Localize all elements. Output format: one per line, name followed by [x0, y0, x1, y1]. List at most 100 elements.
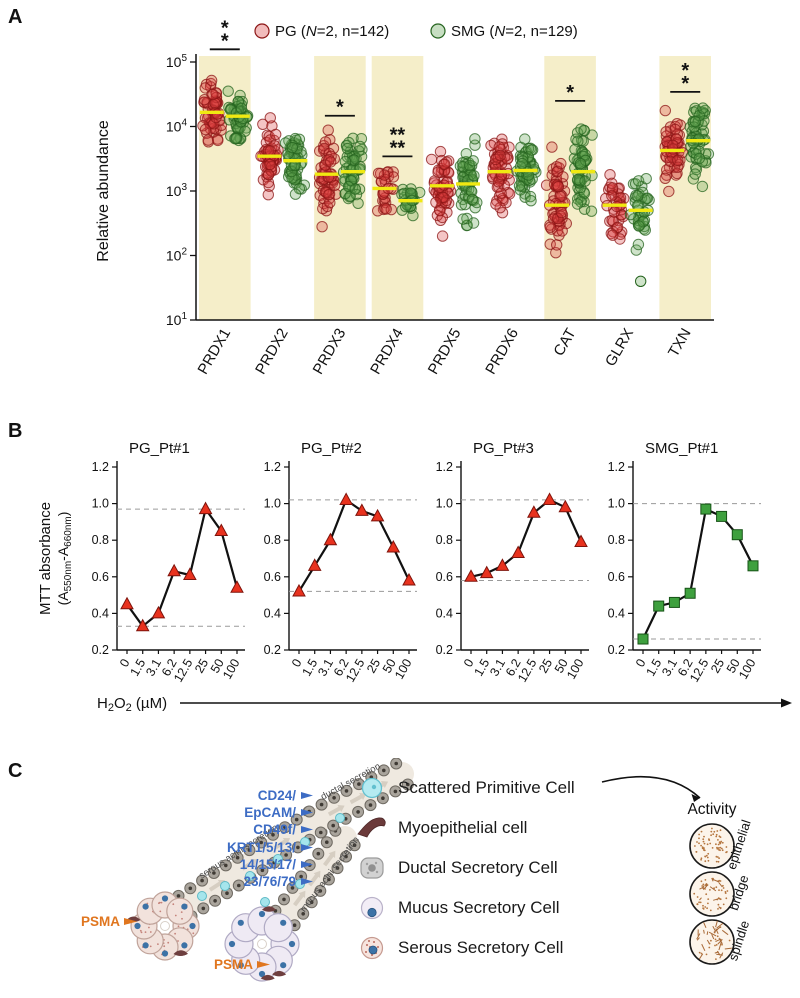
texture-line: [702, 885, 705, 889]
stipple-dot: [144, 931, 147, 933]
activity-circle: [689, 823, 735, 869]
x-tick-label: 25: [536, 656, 555, 675]
data-point: [525, 144, 538, 156]
texture-line: [717, 939, 723, 945]
x-tick-label: GLRX: [602, 326, 637, 370]
subplot-title: SMG_Pt#1: [645, 440, 718, 457]
data-point: [524, 190, 537, 203]
duct-cell-nucleus: [296, 845, 300, 850]
data-point: [525, 195, 537, 207]
x-tick-label: 25: [192, 656, 211, 675]
acinus-lumen: [257, 939, 267, 949]
data-point: [493, 141, 505, 153]
duct-cell-nucleus: [319, 830, 323, 835]
data-point: [490, 198, 502, 210]
primitive-cell: [220, 881, 230, 891]
texture-dot: [719, 898, 722, 901]
y-tick-label: 0.8: [436, 533, 453, 547]
texture-dot: [717, 908, 719, 910]
primitive-cell: [273, 854, 283, 864]
mucus-acinar-cell: [263, 913, 293, 943]
texture-dot: [700, 857, 703, 860]
stipple-dot: [140, 931, 143, 934]
texture-dot: [725, 846, 728, 848]
data-line: [298, 498, 410, 592]
data-point: [202, 134, 214, 146]
sig-stars: *: [221, 17, 229, 39]
texture-line: [714, 951, 719, 954]
texture-dot: [718, 857, 720, 860]
duct-cell-nucleus: [318, 889, 323, 893]
data-point: [469, 133, 481, 145]
myoepithelial-cell-icon: [357, 817, 386, 838]
y-tick-label: 1.0: [92, 497, 109, 511]
texture-line: [701, 943, 706, 952]
duct-cell-nucleus: [292, 923, 297, 927]
y-tick-label: 0.2: [264, 643, 281, 657]
secretion-flow-arrow: [273, 838, 288, 850]
duct-cell-nucleus: [247, 848, 252, 852]
cell-nucleus: [142, 903, 149, 910]
texture-dot: [703, 842, 706, 845]
panel-c-label: C: [8, 760, 23, 782]
cell-nucleus: [288, 940, 296, 948]
data-point: [606, 190, 618, 202]
texture-dot: [708, 946, 711, 949]
duct-cell-nucleus: [393, 789, 398, 794]
secretion-flow-arrowhead: [380, 781, 389, 789]
cell-nucleus: [134, 922, 141, 930]
data-point: [633, 220, 645, 232]
data-point: [693, 152, 705, 165]
texture-line: [705, 883, 708, 887]
data-point: [485, 139, 497, 152]
texture-dot: [718, 889, 720, 891]
surface-marker-label: KRT1/5/13/: [227, 840, 296, 855]
data-line: [642, 507, 754, 640]
texture-line: [712, 925, 717, 932]
texture-dot: [704, 906, 707, 908]
texture-dot: [716, 830, 719, 832]
duct-cell-nucleus: [225, 891, 229, 895]
legend-item-label: Serous Secretory Cell: [398, 938, 563, 957]
texture-dot: [707, 852, 710, 855]
sig-stars: *: [221, 30, 229, 52]
texture-line: [718, 937, 723, 945]
stipple-dot: [174, 932, 177, 935]
data-point: [516, 157, 528, 170]
texture-dot: [719, 842, 721, 845]
x-tick-label: 50: [208, 656, 227, 675]
subplot-title: PG_Pt#1: [129, 440, 190, 457]
texture-dot: [722, 887, 725, 889]
texture-dot: [717, 847, 720, 849]
legend-item-label: Scattered Primitive Cell: [398, 778, 575, 797]
data-point: [467, 155, 479, 167]
data-point: [380, 203, 392, 215]
texture-dot: [703, 849, 706, 852]
texture-dot: [719, 829, 722, 832]
texture-dot: [715, 886, 718, 889]
texture-dot: [707, 902, 709, 905]
icon-nucleus: [368, 945, 378, 955]
y-tick-label: 1.2: [264, 460, 281, 474]
legend-marker: [254, 23, 270, 39]
data-point: [669, 123, 681, 136]
y-axis-label: Relative abundance: [95, 120, 112, 262]
data-point: [443, 167, 455, 179]
surface-marker-label: 14/15/17/: [240, 857, 297, 872]
icon-dot: [371, 784, 377, 790]
cell-nucleus: [237, 919, 244, 926]
texture-dot: [721, 841, 724, 844]
texture-dot: [701, 885, 704, 887]
texture-dot: [695, 851, 698, 853]
y-tick-label: 0.8: [264, 533, 281, 547]
data-point: [239, 125, 251, 137]
texture-dot: [702, 904, 704, 907]
data-point: [354, 140, 366, 153]
stipple-dot: [192, 932, 195, 935]
surface-marker-label: CD49f/: [253, 822, 296, 837]
y-tick-label: 0.4: [92, 606, 109, 620]
data-point: [205, 74, 218, 87]
data-point: [434, 205, 446, 217]
texture-dot: [719, 836, 722, 838]
texture-line: [716, 922, 724, 929]
